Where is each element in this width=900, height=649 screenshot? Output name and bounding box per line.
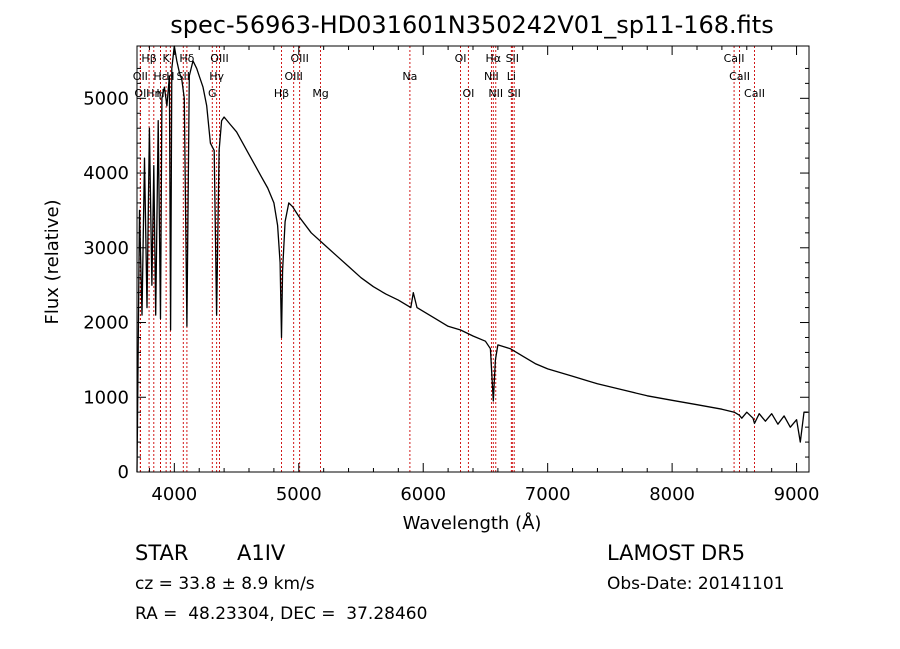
line-marker-label: CaII <box>724 52 745 65</box>
line-marker-label: Hβ <box>274 87 289 100</box>
x-tick-label: 5000 <box>276 484 322 505</box>
line-marker-label: SII <box>177 70 190 83</box>
redshift-cz: cz = 33.8 ± 8.9 km/s <box>135 574 315 594</box>
line-marker-label: Hα <box>486 52 502 65</box>
x-axis-label: Wavelength (Å) <box>403 512 542 534</box>
observation-date: Obs-Date: 20141101 <box>607 574 785 594</box>
x-tick-label: 7000 <box>525 484 571 505</box>
line-marker-label: Hη <box>146 87 161 100</box>
chart-title: spec-56963-HD031601N350242V01_sp11-168.f… <box>170 11 773 39</box>
line-marker-label: Li <box>507 70 516 83</box>
y-axis: 0 1000 2000 3000 4000 5000 <box>83 67 809 483</box>
line-marker-label: SII <box>506 52 519 65</box>
x-tick-label: 9000 <box>774 484 820 505</box>
plot-frame <box>136 45 810 473</box>
line-marker-label: K <box>163 52 171 65</box>
y-tick-label: 1000 <box>83 387 129 408</box>
x-tick-label: 8000 <box>649 484 695 505</box>
y-tick-label: 4000 <box>83 163 129 184</box>
coordinates: RA = 48.23304, DEC = 37.28460 <box>135 604 428 624</box>
line-marker-label: OIII <box>284 70 302 83</box>
line-marker-label: Hδ <box>179 52 194 65</box>
x-axis: 4000 5000 6000 7000 8000 9000 <box>148 46 820 505</box>
line-markers <box>139 46 755 472</box>
survey-name: LAMOST DR5 <box>607 541 746 565</box>
line-marker-label: Hγ <box>209 70 224 83</box>
x-tick-label: 4000 <box>151 484 197 505</box>
x-tick-label: 6000 <box>400 484 446 505</box>
line-marker-label: Na <box>402 70 417 83</box>
line-marker-label: OIII <box>210 52 228 65</box>
line-marker-label: G <box>208 87 217 100</box>
y-tick-label: 0 <box>118 462 129 483</box>
line-marker-label: OI <box>455 52 467 65</box>
line-marker-label: Hβ <box>141 52 156 65</box>
line-marker-label: SII <box>507 87 520 100</box>
line-marker-label: NII <box>488 87 503 100</box>
line-marker-label: CaII <box>729 70 750 83</box>
line-marker-label: H <box>166 70 174 83</box>
line-marker-label: OI <box>462 87 474 100</box>
y-axis-label: Flux (relative) <box>42 199 63 324</box>
spectrum-series-line <box>136 45 808 473</box>
spectral-subclass: A1IV <box>237 541 286 565</box>
line-marker-label: H <box>156 87 164 100</box>
line-marker-label: OI <box>134 87 146 100</box>
line-marker-label: NII <box>484 70 499 83</box>
line-marker-label: CaII <box>744 87 765 100</box>
line-marker-label: OII <box>133 70 148 83</box>
object-type: STAR <box>135 541 189 565</box>
line-marker-label: OIII <box>290 52 308 65</box>
y-tick-label: 5000 <box>83 88 129 109</box>
y-tick-label: 2000 <box>83 313 129 334</box>
line-marker-label: Hε <box>153 70 167 83</box>
y-tick-label: 3000 <box>83 238 129 259</box>
line-marker-label: Mg <box>312 87 328 100</box>
